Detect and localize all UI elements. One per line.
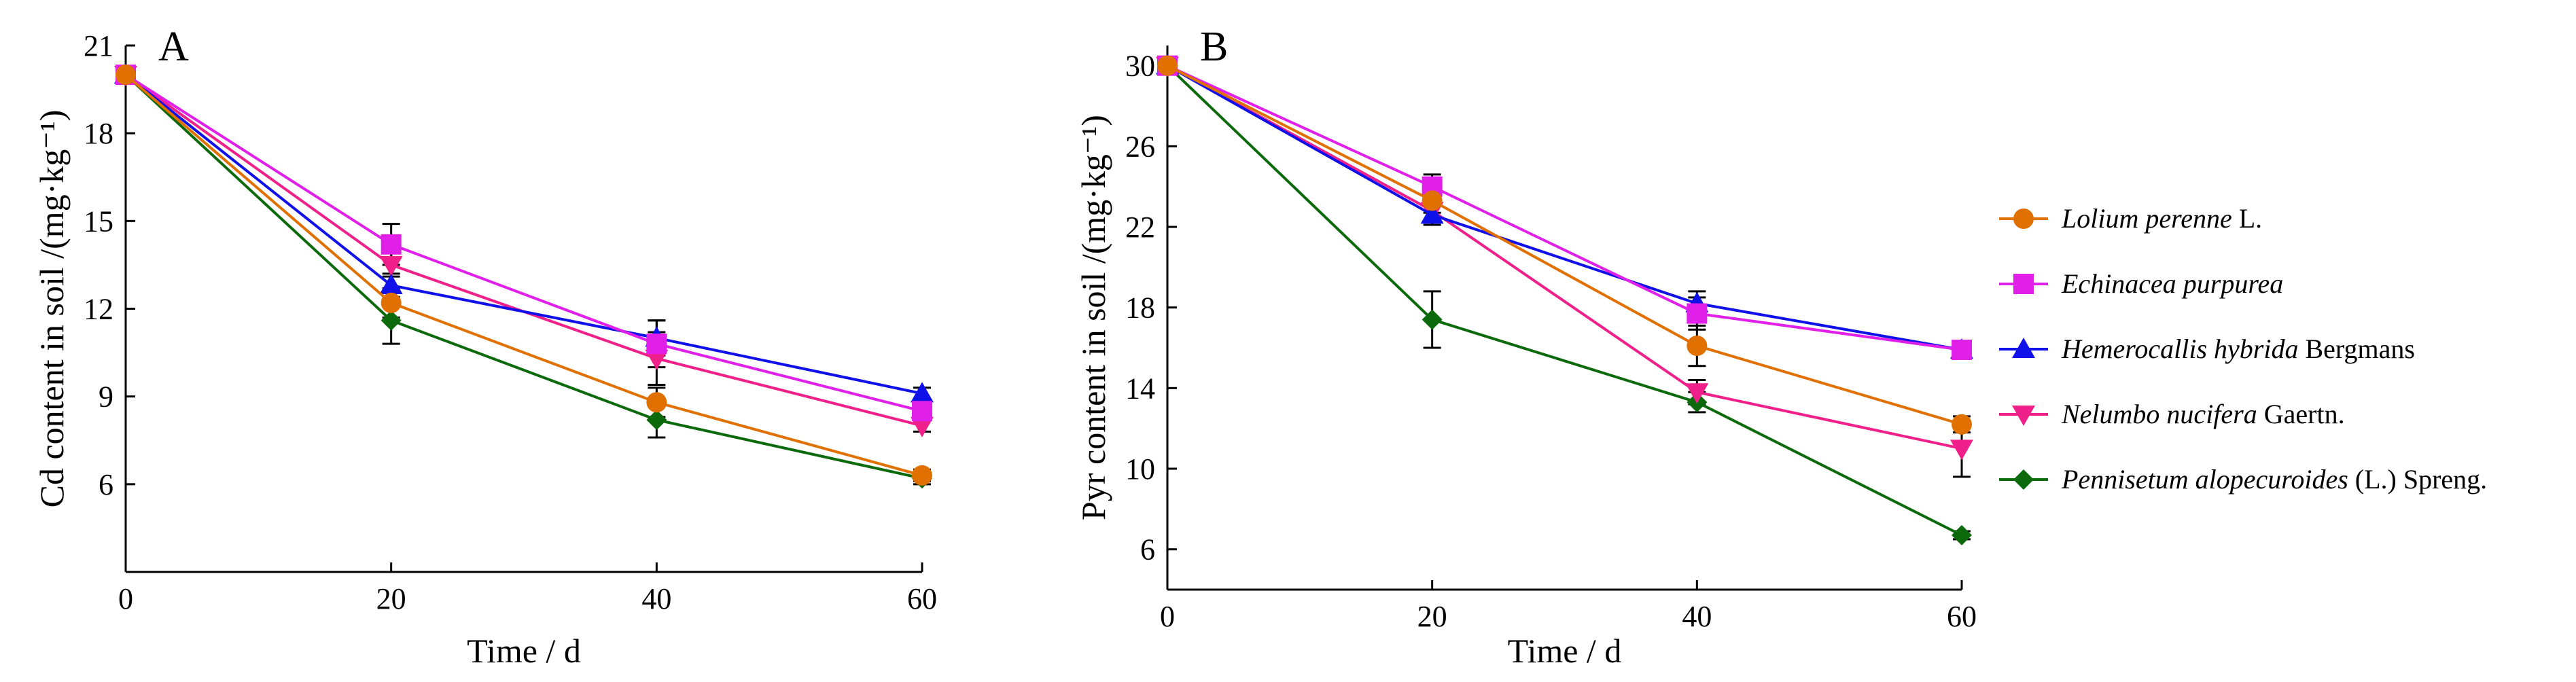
legend-marker-icon <box>2013 209 2034 229</box>
series-line <box>124 73 923 413</box>
series-line <box>1167 64 1962 351</box>
panel-b-x-tick-label: 40 <box>1682 600 1712 633</box>
legend-label: Nelumbo nucifera Gaertn. <box>2061 399 2345 429</box>
legend-label: Hemerocallis hybrida Bergmans <box>2061 334 2415 364</box>
legend-item: Lolium perenne L. <box>1999 203 2262 234</box>
legend-item: Nelumbo nucifera Gaertn. <box>1999 399 2345 429</box>
data-point <box>379 274 403 295</box>
series-line <box>1167 64 1962 450</box>
series-line <box>1166 65 1962 537</box>
data-point <box>116 65 136 86</box>
data-point <box>912 401 932 422</box>
panel-a-x-tick-label: 0 <box>118 582 133 615</box>
data-point <box>381 292 402 313</box>
panel-a-y-tick-label: 9 <box>99 380 113 414</box>
panel-a-x-tick-label: 40 <box>641 582 671 615</box>
panel-a-cd-chart: 6 9 12 15 18 21 0 20 40 60 Time / d Cd content in s… <box>33 24 937 670</box>
legend-item: Pennisetum alopecuroides (L.) Spreng. <box>1999 464 2487 495</box>
data-point <box>379 255 403 276</box>
data-point <box>1422 309 1443 330</box>
series-line <box>1167 64 1962 426</box>
panel-a-x-tick-label: 20 <box>376 582 406 615</box>
panel-a-y-tick-label: 18 <box>84 117 113 150</box>
panel-b-y-tick-label: 10 <box>1125 452 1155 486</box>
panel-a-x-axis-title: Time / d <box>467 632 581 670</box>
panel-a-y-tick-label: 15 <box>84 204 113 238</box>
data-point <box>1687 303 1708 324</box>
data-point <box>381 310 402 331</box>
panel-b-x-axis-title: Time / d <box>1508 632 1622 670</box>
data-point <box>646 410 667 431</box>
panel-a-series-pennisetum-alopecuroides-l-spreng <box>116 65 932 489</box>
legend-label: Echinacea purpurea <box>2061 268 2283 299</box>
panel-a-y-tick-label: 6 <box>99 468 113 501</box>
panel-b-y-tick-label: 18 <box>1125 291 1155 325</box>
panel-b-series-lolium-perenne-l <box>1157 55 1972 435</box>
legend-marker-icon <box>2012 406 2035 426</box>
panel-b-y-tick-label: 6 <box>1140 533 1155 567</box>
data-point <box>911 382 934 403</box>
data-point <box>646 334 667 355</box>
data-point <box>1952 339 1972 360</box>
legend-item: Echinacea purpurea <box>1999 268 2283 299</box>
panel-a-y-axis-title: Cd content in soil /(mg·kg⁻¹) <box>33 110 71 508</box>
panel-b-series-hemerocallis-hybrida-bergmans <box>1156 54 1973 359</box>
data-point <box>381 234 402 255</box>
data-point <box>1157 55 1178 76</box>
data-point <box>911 416 934 437</box>
panel-a-y-tick-label: 12 <box>84 293 113 326</box>
panel-b-pyr-chart: 6 10 14 18 22 26 30 0 20 40 60 Time / d Pyr content … <box>1074 24 1977 670</box>
panel-b-series-echinacea-purpurea <box>1157 55 1972 360</box>
data-point <box>1952 524 1972 545</box>
panel-a-y-tick-label: 21 <box>84 29 113 62</box>
series-line <box>1167 64 1962 351</box>
data-point <box>1687 336 1708 357</box>
panel-b-x-tick-label: 0 <box>1160 600 1175 633</box>
panel-b-error-bars <box>1423 173 1971 541</box>
data-point <box>912 465 932 486</box>
data-point <box>1422 190 1443 211</box>
legend-marker-icon <box>2013 274 2034 294</box>
legend-label: Lolium perenne L. <box>2061 203 2262 234</box>
legend-marker-icon <box>2013 469 2034 490</box>
panel-a-series-echinacea-purpurea <box>116 65 932 422</box>
legend-item: Hemerocallis hybrida Bergmans <box>1999 334 2415 364</box>
data-point <box>1952 414 1972 435</box>
panel-b-letter: B <box>1200 24 1228 70</box>
panel-b-y-tick-label: 14 <box>1125 372 1155 405</box>
data-point <box>645 349 669 370</box>
panel-b-x-tick-label: 20 <box>1417 600 1447 633</box>
panel-a-letter: A <box>158 24 189 70</box>
series-line <box>124 73 923 480</box>
data-point <box>1685 383 1709 404</box>
panel-a-x-tick-label: 60 <box>907 582 937 615</box>
panel-a-series-lolium-perenne-l <box>116 65 932 486</box>
data-point <box>646 392 667 413</box>
panel-b-y-axis-title: Pyr content in soil /(mg·kg⁻¹) <box>1074 115 1112 520</box>
panel-b-x-tick-label: 60 <box>1947 600 1977 633</box>
data-point <box>1950 439 1973 461</box>
series-line <box>124 73 923 395</box>
legend-marker-icon <box>2012 338 2035 358</box>
legend-label: Pennisetum alopecuroides (L.) Spreng. <box>2061 464 2487 495</box>
legend: Lolium perenne L. Echinacea purpurea Hemer… <box>1999 203 2487 495</box>
series-line <box>124 73 923 427</box>
series-line <box>124 73 923 477</box>
panel-b-y-tick-label: 26 <box>1125 130 1155 163</box>
panel-b-y-tick-label: 22 <box>1125 211 1155 244</box>
panel-b-y-tick-label: 30 <box>1125 50 1155 83</box>
data-point <box>1420 203 1444 224</box>
